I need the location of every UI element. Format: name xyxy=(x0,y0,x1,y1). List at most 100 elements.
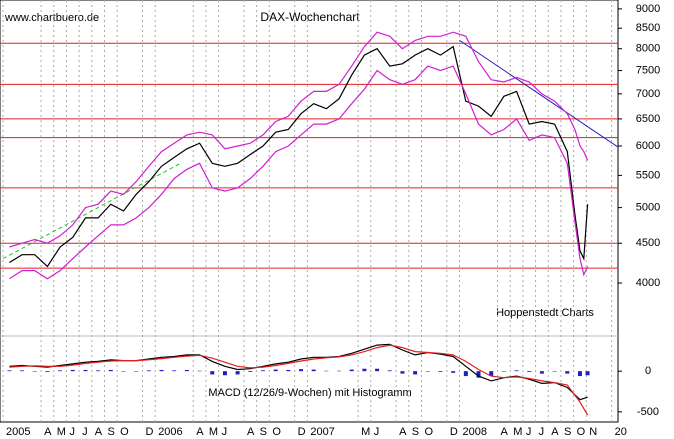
y-tick-label: 6000 xyxy=(636,140,660,152)
histogram-bar xyxy=(565,371,570,374)
histogram-bar xyxy=(514,370,519,372)
histogram-bar xyxy=(235,371,240,375)
y-tick-label: 5000 xyxy=(636,202,660,214)
histogram-bar xyxy=(222,371,227,376)
histogram-bar xyxy=(45,371,50,372)
histogram-bar xyxy=(438,371,443,372)
histogram-bar xyxy=(172,370,177,372)
histogram-bar xyxy=(577,371,582,377)
histogram-bar xyxy=(7,370,12,372)
histogram-bar xyxy=(248,371,253,372)
x-tick-label: M xyxy=(57,426,66,438)
histogram-bar xyxy=(146,370,151,372)
x-tick-label: 2007 xyxy=(310,426,334,438)
histogram-bar xyxy=(134,371,139,372)
x-tick-label: J xyxy=(539,426,545,438)
x-tick-label: O xyxy=(120,426,129,438)
x-tick-label: D xyxy=(298,426,306,438)
y-tick-label: 8500 xyxy=(636,22,660,34)
series-line xyxy=(9,343,588,401)
histogram-bar xyxy=(585,371,590,376)
price-line xyxy=(9,45,589,268)
histogram-bar xyxy=(273,369,278,372)
x-tick-label: S xyxy=(564,426,571,438)
trend-line xyxy=(459,39,619,148)
y-tick-label: 5500 xyxy=(636,169,660,181)
y-tick-label: 4500 xyxy=(636,237,660,249)
x-tick-label: 2005 xyxy=(6,426,30,438)
x-tick-label: J xyxy=(222,426,228,438)
x-tick-label: D xyxy=(450,426,458,438)
histogram-bar xyxy=(387,370,392,372)
histogram-bar xyxy=(324,370,329,372)
x-tick-label: D xyxy=(146,426,154,438)
x-tick-label: M xyxy=(361,426,370,438)
x-tick-label: S xyxy=(412,426,419,438)
x-tick-label: A xyxy=(196,426,204,438)
histogram-bar xyxy=(362,368,367,372)
y-tick-label: 4000 xyxy=(636,277,660,289)
histogram-bar xyxy=(413,371,418,375)
histogram-bar xyxy=(83,369,88,372)
series-line xyxy=(9,31,589,248)
series-line xyxy=(9,344,589,416)
histogram-bar xyxy=(451,371,456,373)
trend-line xyxy=(2,162,181,260)
x-tick-label: M xyxy=(513,426,522,438)
histogram-bar xyxy=(375,368,380,372)
histogram-bar xyxy=(108,369,113,372)
x-tick-label: A xyxy=(501,426,509,438)
x-tick-label: A xyxy=(551,426,559,438)
histogram-bar xyxy=(58,370,63,372)
histogram-bar xyxy=(476,371,481,378)
x-tick-label: J xyxy=(69,426,75,438)
x-tick-label: M xyxy=(209,426,218,438)
y-tick-label: -500 xyxy=(637,406,659,418)
chart-title: DAX-Wochenchart xyxy=(260,10,360,24)
x-tick-label: J xyxy=(374,426,380,438)
y-tick-label: 6500 xyxy=(636,113,660,125)
x-tick-label: O xyxy=(577,426,586,438)
histogram-bar xyxy=(121,371,126,372)
histogram-bar xyxy=(159,369,164,372)
histogram-bar xyxy=(501,371,506,372)
macd-title: MACD (12/26/9-Wochen) mit Histogramm xyxy=(208,387,411,399)
source: www.chartbuero.de xyxy=(4,12,99,24)
histogram-bar xyxy=(20,370,25,372)
series-line xyxy=(9,65,589,280)
x-tick-label: O xyxy=(272,426,281,438)
histogram-bar xyxy=(400,371,405,374)
histogram-bar xyxy=(70,369,75,372)
histogram-bar xyxy=(425,371,430,372)
y-tick-label: 8000 xyxy=(636,43,660,55)
x-tick-label: 2008 xyxy=(463,426,487,438)
annotation: Hoppenstedt Charts xyxy=(496,307,594,319)
x-tick-label: A xyxy=(44,426,52,438)
x-tick-label: S xyxy=(107,426,114,438)
histogram-bar xyxy=(489,371,494,377)
y-tick-label: 0 xyxy=(645,365,651,377)
x-tick-label: A xyxy=(399,426,407,438)
histogram-bar xyxy=(210,371,215,375)
histogram-bar xyxy=(552,371,557,372)
x-tick-label: 20 xyxy=(615,426,627,438)
x-tick-label: S xyxy=(260,426,267,438)
histogram-bar xyxy=(539,371,544,374)
histogram-bar xyxy=(299,369,304,372)
frame xyxy=(0,0,619,423)
x-tick-label: A xyxy=(247,426,255,438)
x-tick-label: O xyxy=(424,426,433,438)
y-tick-label: 7500 xyxy=(636,64,660,76)
histogram-bar xyxy=(463,371,468,377)
x-tick-label: N xyxy=(589,426,597,438)
histogram-bar xyxy=(349,369,354,372)
histogram-bar xyxy=(184,369,189,372)
histogram-bar xyxy=(527,371,532,372)
histogram-bar xyxy=(96,370,101,372)
x-tick-label: J xyxy=(526,426,532,438)
histogram-bar xyxy=(260,370,265,372)
histogram-bar xyxy=(337,370,342,372)
histogram-bar xyxy=(286,369,291,372)
